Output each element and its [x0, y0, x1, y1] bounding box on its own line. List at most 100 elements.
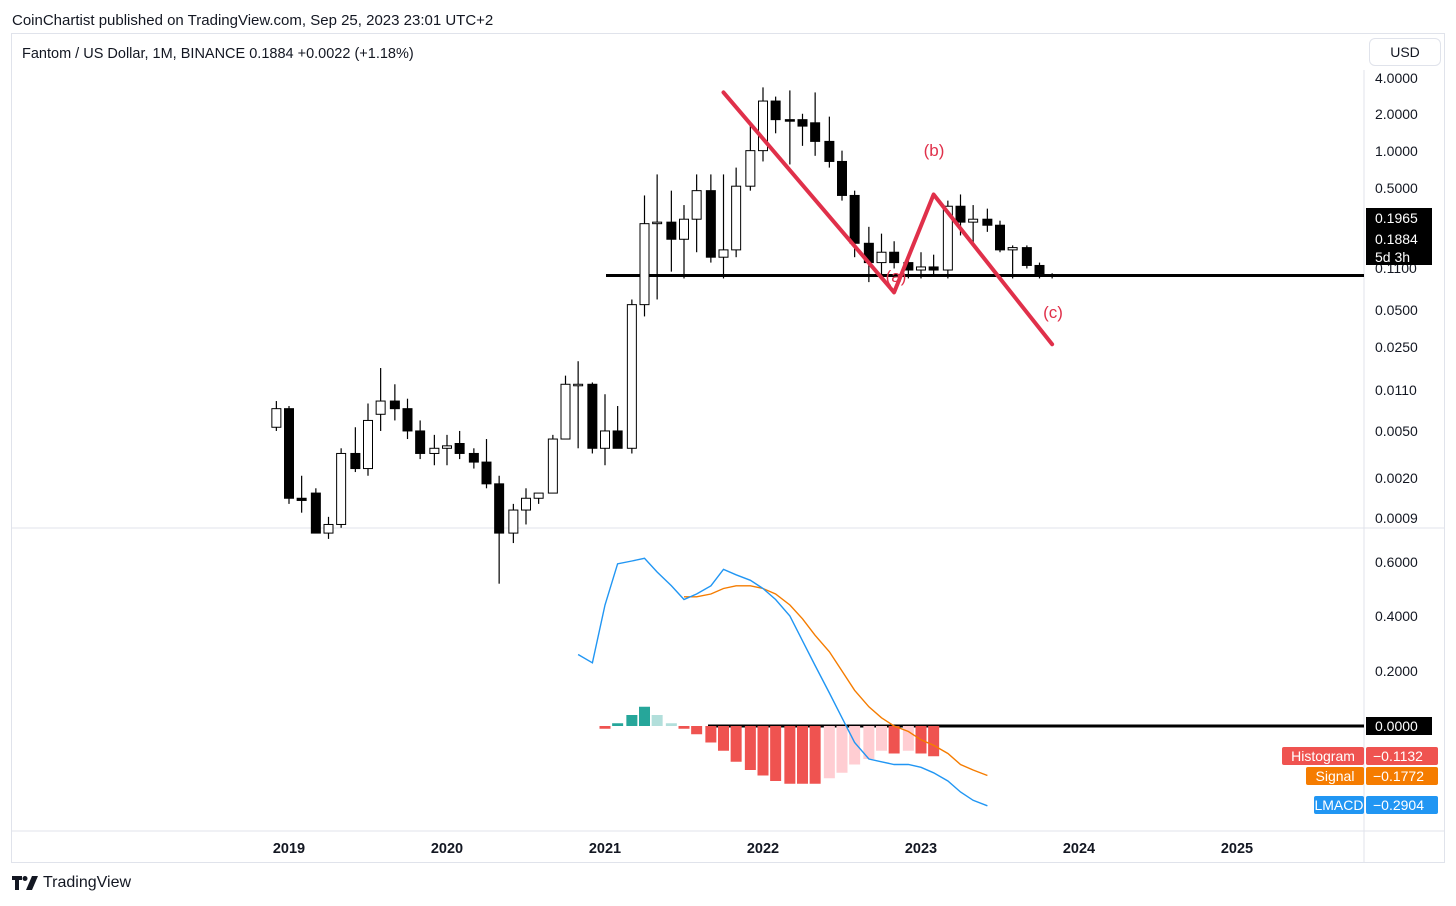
candle-body	[1007, 247, 1018, 251]
candle-body	[626, 304, 637, 449]
histogram-bar	[705, 726, 717, 743]
histogram-bar	[757, 726, 769, 776]
year-tick-label: 2024	[1063, 841, 1095, 857]
candle-body	[284, 408, 294, 499]
wave-label: (c)	[1043, 303, 1063, 322]
candle-body	[639, 223, 650, 306]
price-tick-label: 0.0110	[1375, 382, 1417, 398]
candle-body	[336, 452, 347, 525]
candle-body	[296, 497, 307, 501]
year-tick-label: 2023	[905, 841, 937, 857]
candle-body	[837, 160, 847, 196]
histogram-bar	[665, 723, 677, 726]
footer-brand-label: TradingView	[43, 874, 132, 891]
candle-body	[310, 492, 321, 534]
candle-body	[731, 185, 742, 251]
currency-button[interactable]: USD	[1369, 38, 1441, 66]
price-tick-label: 0.0009	[1375, 510, 1418, 526]
macd-pane: 0.6000 0.4000 0.2000 0.0000 Histogram −0.1132…	[577, 554, 1438, 814]
candle-body	[691, 190, 702, 220]
histogram-bar	[612, 723, 624, 726]
histogram-bar	[744, 726, 756, 770]
candle-body	[666, 221, 677, 240]
histogram-bar	[691, 726, 703, 735]
year-tick-label: 2022	[747, 841, 779, 857]
histogram-bar	[888, 726, 900, 754]
candle-body	[942, 205, 953, 271]
price-tag-label: 5d 3h	[1375, 249, 1410, 265]
candle-body	[533, 492, 544, 499]
year-tick-label: 2020	[431, 841, 463, 857]
price-tag-box	[1366, 208, 1432, 265]
histogram-bar	[730, 726, 742, 762]
footer-brand: TradingView	[12, 874, 131, 892]
legend-value: −0.1772	[1373, 768, 1424, 784]
price-tick-label: 0.5000	[1375, 180, 1418, 196]
candle-body	[454, 442, 465, 454]
candle-body	[560, 383, 571, 440]
macd-tick-label: 0.6000	[1375, 554, 1418, 570]
lmacd-line	[577, 557, 988, 807]
histogram-bar	[770, 726, 782, 781]
candle-body	[810, 122, 821, 142]
zero-tag-label: 0.0000	[1375, 718, 1418, 734]
price-tag-label: 0.1965	[1375, 210, 1418, 226]
candle-body	[612, 430, 623, 449]
candle-body	[889, 251, 900, 264]
price-tick-label: 0.0250	[1375, 339, 1418, 355]
candle-body	[758, 100, 768, 152]
candle-body	[784, 119, 795, 122]
legend-name: Histogram	[1291, 748, 1355, 764]
legend-name-box	[1306, 767, 1364, 785]
histogram-bar	[797, 726, 808, 784]
histogram-bar	[718, 726, 729, 751]
candle-body	[1034, 264, 1045, 276]
wave-label: (b)	[924, 141, 945, 160]
price-tick-label: 1.0000	[1375, 143, 1418, 159]
candle-body	[547, 438, 558, 494]
histogram-bar	[836, 726, 848, 773]
price-tick-label: 0.0020	[1375, 470, 1418, 486]
candle-body	[415, 430, 426, 454]
candle-body	[928, 266, 939, 271]
publisher-line: CoinChartist published on TradingView.co…	[12, 12, 494, 29]
histogram-bar	[928, 726, 940, 757]
wave-label: (a)	[886, 267, 907, 286]
macd-tick-label: 0.2000	[1375, 663, 1418, 679]
candle-body	[468, 452, 479, 463]
candle-body	[600, 430, 610, 449]
candle-body	[375, 400, 386, 415]
histogram-bar	[902, 726, 914, 751]
candle-body	[494, 483, 505, 534]
legend-value-box	[1366, 747, 1438, 765]
legend-value: −0.1132	[1373, 748, 1423, 764]
candle-body	[389, 400, 400, 410]
price-tick-label: 0.0500	[1375, 302, 1418, 318]
legend-value-box	[1366, 767, 1438, 785]
candle-body	[508, 509, 519, 534]
price-pane: 4.00002.00001.00000.50000.11000.05000.02…	[11, 70, 1445, 863]
candle-body	[587, 383, 598, 449]
legend-name: Signal	[1316, 768, 1355, 784]
candle-body	[652, 221, 663, 225]
candle-body	[995, 224, 1005, 251]
candle-body	[955, 205, 966, 223]
candle-body	[849, 194, 860, 244]
chart-frame	[11, 33, 1445, 863]
candle-body	[1047, 274, 1058, 277]
histogram-bar	[626, 715, 638, 726]
year-tick-label: 2021	[589, 841, 621, 857]
candle-body	[442, 445, 452, 449]
tradingview-logo-icon	[12, 876, 38, 890]
wave-path	[721, 90, 1055, 347]
candle-body	[363, 419, 373, 470]
histogram-bar	[678, 726, 690, 729]
zero-tag-box	[1366, 717, 1432, 735]
price-tick-label: 0.0050	[1375, 423, 1418, 439]
price-tick-label: 4.0000	[1375, 70, 1418, 86]
candle-body	[402, 408, 413, 432]
candle-body	[968, 218, 979, 223]
legend-name-box	[1282, 747, 1364, 765]
histogram-bar	[849, 726, 861, 765]
